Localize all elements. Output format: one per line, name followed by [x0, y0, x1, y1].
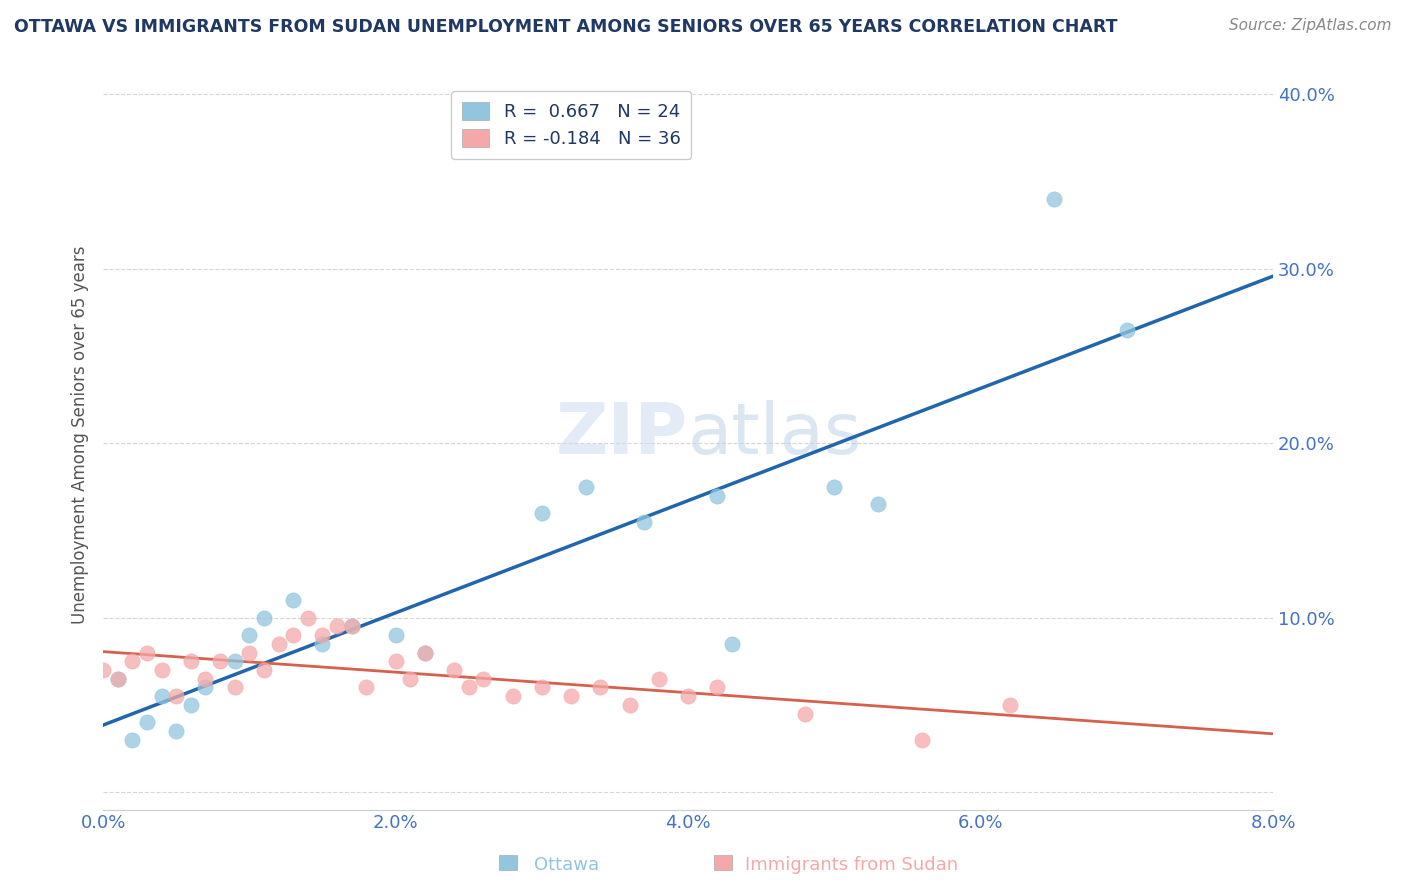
- Point: [530, 681, 553, 695]
- Point: [209, 654, 232, 668]
- Point: [413, 646, 436, 660]
- Point: [224, 654, 246, 668]
- Point: [136, 646, 159, 660]
- Text: ZIP: ZIP: [555, 401, 688, 469]
- Point: [238, 628, 260, 642]
- Point: [560, 689, 582, 703]
- Point: [107, 672, 129, 686]
- Point: [253, 663, 276, 677]
- Point: [1042, 192, 1064, 206]
- Point: [121, 654, 143, 668]
- Point: [180, 698, 202, 712]
- Point: [180, 654, 202, 668]
- Point: [91, 663, 114, 677]
- Point: [619, 698, 641, 712]
- Point: [794, 706, 817, 721]
- Point: [823, 480, 845, 494]
- Point: [283, 593, 305, 607]
- Point: [676, 689, 699, 703]
- Point: [165, 689, 187, 703]
- Text: Source: ZipAtlas.com: Source: ZipAtlas.com: [1229, 18, 1392, 33]
- Point: [472, 672, 495, 686]
- Point: [150, 689, 173, 703]
- Point: [721, 637, 744, 651]
- Point: [443, 663, 465, 677]
- Point: [384, 628, 406, 642]
- Point: [457, 681, 479, 695]
- Point: [399, 672, 422, 686]
- Point: [340, 619, 363, 633]
- Point: [706, 489, 728, 503]
- Point: [413, 646, 436, 660]
- Text: Immigrants from Sudan: Immigrants from Sudan: [745, 856, 959, 874]
- Point: [633, 515, 655, 529]
- Text: atlas: atlas: [688, 401, 862, 469]
- Point: [311, 628, 333, 642]
- Point: [283, 628, 305, 642]
- Point: [326, 619, 349, 633]
- Point: [107, 672, 129, 686]
- Legend: R =  0.667   N = 24, R = -0.184   N = 36: R = 0.667 N = 24, R = -0.184 N = 36: [451, 91, 692, 159]
- Point: [1115, 323, 1137, 337]
- Point: [165, 724, 187, 739]
- Text: Ottawa: Ottawa: [534, 856, 599, 874]
- Point: [530, 506, 553, 520]
- Text: OTTAWA VS IMMIGRANTS FROM SUDAN UNEMPLOYMENT AMONG SENIORS OVER 65 YEARS CORRELA: OTTAWA VS IMMIGRANTS FROM SUDAN UNEMPLOY…: [14, 18, 1118, 36]
- Point: [150, 663, 173, 677]
- Point: [311, 637, 333, 651]
- Point: [224, 681, 246, 695]
- Point: [253, 610, 276, 624]
- Point: [868, 497, 890, 511]
- Point: [911, 732, 934, 747]
- Point: [575, 480, 598, 494]
- Point: [297, 610, 319, 624]
- Point: [340, 619, 363, 633]
- Point: [502, 689, 524, 703]
- Point: [238, 646, 260, 660]
- Point: [998, 698, 1021, 712]
- Point: [384, 654, 406, 668]
- Point: [706, 681, 728, 695]
- Point: [267, 637, 290, 651]
- Point: [356, 681, 378, 695]
- Point: [648, 672, 671, 686]
- Y-axis label: Unemployment Among Seniors over 65 years: Unemployment Among Seniors over 65 years: [72, 245, 89, 624]
- Point: [136, 715, 159, 730]
- Point: [589, 681, 612, 695]
- Point: [194, 672, 217, 686]
- Point: [194, 681, 217, 695]
- Point: [121, 732, 143, 747]
